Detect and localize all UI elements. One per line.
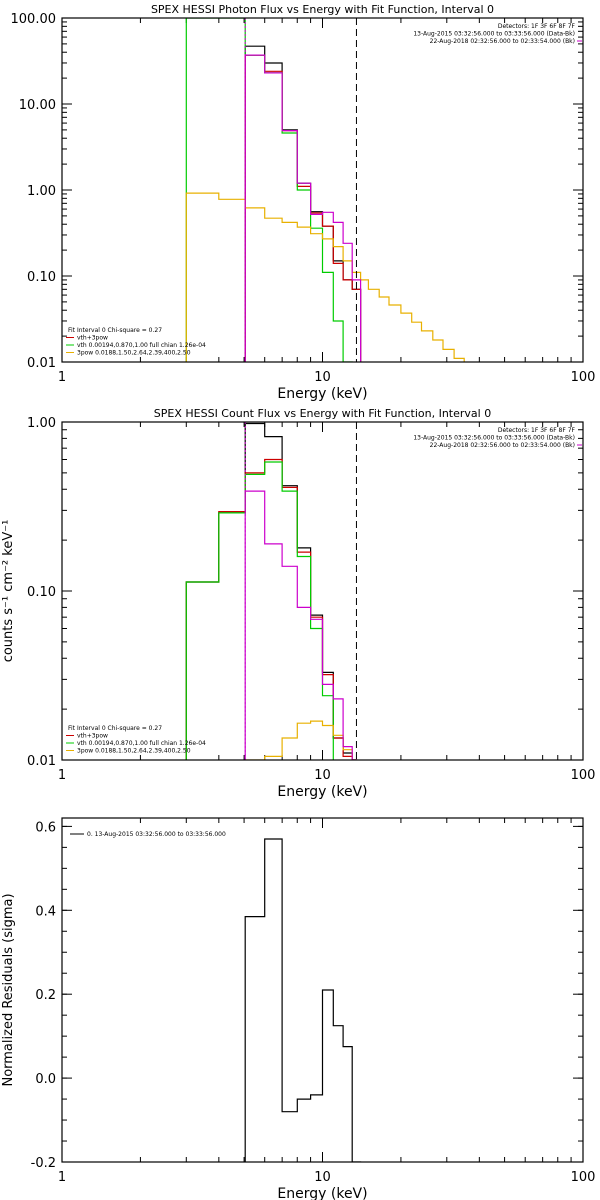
- y-tick-label: 1.00: [27, 416, 56, 431]
- y-tick-label: 0.10: [27, 585, 56, 600]
- chart-3: 1 10 100 Energy (keV) 0.6 0.4 0.2 0.0 -0.2 Normal…: [1, 817, 596, 1200]
- x-tick-label: 10: [314, 1170, 331, 1185]
- series-vth: [185, 461, 334, 760]
- y-tick-label: 0.0: [35, 1072, 56, 1087]
- chart-1: SPEX HESSI Photon Flux vs Energy with Fi…: [11, 3, 596, 402]
- series-data-bk: [185, 422, 358, 760]
- x-tick-label: 100: [571, 370, 596, 385]
- x-tick-label: 1: [58, 370, 66, 385]
- y-axis-label: counts s⁻¹ cm⁻² keV⁻¹: [1, 520, 16, 663]
- x-tick-label: 10: [314, 370, 331, 385]
- y-tick-label: 0.6: [35, 820, 56, 835]
- y-tick-label: 0.2: [35, 988, 56, 1003]
- series-group: [185, 18, 465, 362]
- legend-entry: 3pow 0.0188,1.50,2.64,2.39,400,2.50: [77, 350, 191, 357]
- y-tick-label: 0.4: [35, 904, 56, 919]
- y-tick-label: 10.00: [19, 98, 56, 113]
- x-tick-label: 100: [571, 768, 596, 783]
- series-group: [185, 422, 358, 760]
- x-axis-label: Energy (keV): [277, 1186, 367, 1200]
- x-axis-label: Energy (keV): [277, 386, 367, 402]
- series-bk: [244, 490, 358, 760]
- y-tick-label: 100.00: [11, 12, 57, 27]
- series-group: [244, 838, 362, 1162]
- detector-info: 13-Aug-2015 03:32:56.000 to 03:33:56.000…: [413, 31, 575, 38]
- chart-title: SPEX HESSI Photon Flux vs Energy with Fi…: [151, 3, 494, 16]
- series-3pow: [185, 192, 465, 362]
- detector-info: 22-Aug-2018 02:32:56.000 to 02:33:54.000…: [430, 442, 575, 449]
- y-axis-label: Normalized Residuals (sigma): [1, 893, 16, 1086]
- x-tick-label: 1: [58, 1170, 66, 1185]
- legend-entry: Fit Interval 0 Chi-square = 0.27: [68, 725, 162, 732]
- x-tick-label: 100: [571, 1170, 596, 1185]
- series-0-13-aug-2015-03-32-56-000-to-03-33-56-000: [244, 838, 362, 1162]
- legend-entry: vth 0.00194,0.870,1.00 full chian 1.26e-…: [77, 740, 206, 747]
- legend-entry: vth 0.00194,0.870,1.00 full chian 1.26e-…: [77, 342, 206, 349]
- detector-info: 22-Aug-2018 02:32:56.000 to 02:33:54.000…: [430, 38, 575, 45]
- legend-entry: 3pow 0.0188,1.50,2.64,2.39,400,2.50: [77, 748, 191, 755]
- plot-frame: [61, 817, 584, 1163]
- series-bk: [244, 54, 362, 362]
- series-vth-3pow: [244, 54, 362, 362]
- detector-info: 13-Aug-2015 03:32:56.000 to 03:33:56.000…: [413, 435, 575, 442]
- y-tick-label: 0.01: [27, 356, 56, 371]
- legend-entry: Fit Interval 0 Chi-square = 0.27: [68, 327, 162, 334]
- chart-2: SPEX HESSI Count Flux vs Energy with Fit…: [1, 407, 595, 800]
- plot-frame: [61, 421, 584, 761]
- x-axis-label: Energy (keV): [277, 784, 367, 800]
- y-tick-label: 0.01: [27, 754, 56, 769]
- series-data-bk: [244, 45, 362, 362]
- plot-frame: [61, 17, 584, 363]
- chart-title: SPEX HESSI Count Flux vs Energy with Fit…: [154, 407, 491, 420]
- x-tick-label: 10: [314, 768, 331, 783]
- detector-info: Detectors: 1F 3F 6F 8F 7F: [498, 23, 576, 30]
- detector-info: Detectors: 1F 3F 6F 8F 7F: [498, 427, 576, 434]
- y-tick-label: -0.2: [31, 1156, 56, 1171]
- legend-entry: vth+3pow: [77, 335, 108, 342]
- legend-entry: 0. 13-Aug-2015 03:32:56.000 to 03:33:56.…: [87, 831, 226, 838]
- legend-entry: vth+3pow: [77, 733, 108, 740]
- y-tick-label: 0.10: [27, 270, 56, 285]
- y-tick-label: 1.00: [27, 184, 56, 199]
- series-3pow: [244, 720, 353, 760]
- series-vth-3pow: [185, 458, 358, 760]
- series-vth: [185, 18, 353, 362]
- x-tick-label: 1: [58, 768, 66, 783]
